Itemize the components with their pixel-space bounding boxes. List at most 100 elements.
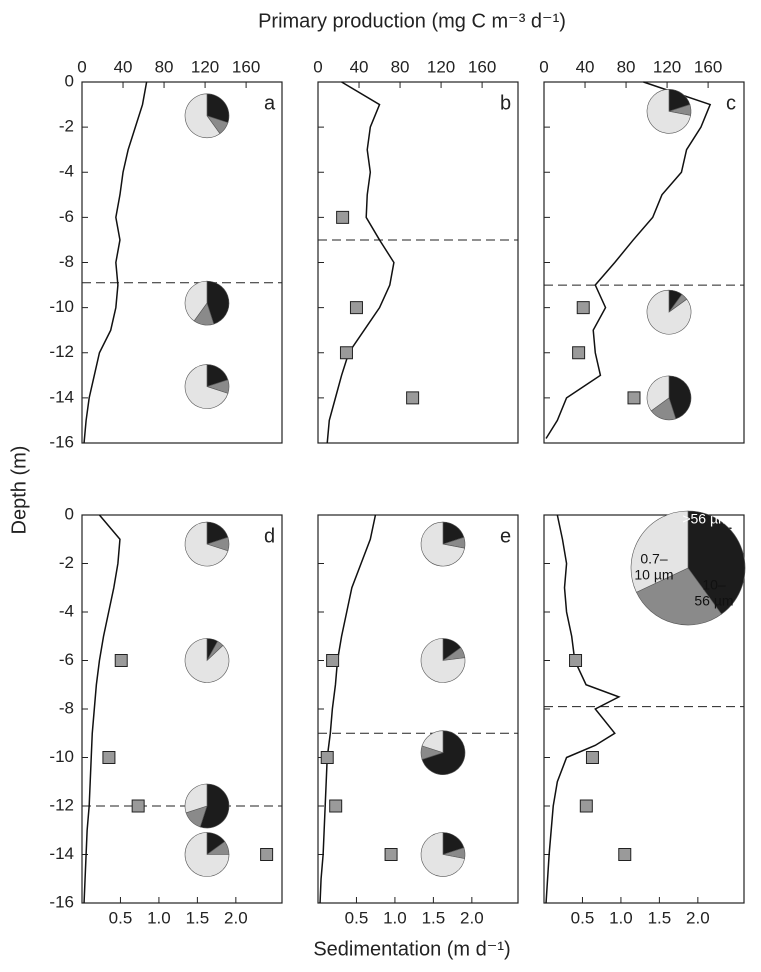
pie-slice (184, 832, 230, 877)
x2-tick-label: 1.5 (648, 908, 672, 927)
y-tick-label: 0 (65, 504, 74, 523)
panel-frame (81, 514, 283, 904)
pie-slice (630, 510, 689, 593)
y-tick-label: -6 (59, 650, 74, 669)
pie-slice (184, 783, 208, 814)
y-tick-label: -2 (59, 553, 74, 572)
y-tick-label: -14 (49, 844, 74, 863)
x2-tick-label: 1.0 (383, 908, 407, 927)
x-tick-label: 160 (468, 57, 496, 76)
sedimentation-square (114, 654, 128, 667)
y-tick-label: -4 (59, 601, 74, 620)
pie-slice (687, 510, 746, 615)
y-tick-label: -14 (49, 387, 74, 406)
production-line (83, 514, 121, 904)
legend-label: 56 µm (694, 593, 733, 609)
x-tick-label: 120 (427, 57, 455, 76)
panel-label: d (264, 525, 275, 547)
y-tick-label: -12 (49, 795, 74, 814)
bottom-axis-title: Sedimentation (m d⁻¹) (313, 938, 510, 960)
y-tick-label: 0 (65, 71, 74, 90)
sedimentation-square (384, 848, 398, 861)
x-tick-label: 0 (539, 57, 548, 76)
panel-frame (317, 81, 519, 444)
x-tick-label: 0 (313, 57, 322, 76)
panel-label: a (264, 92, 276, 114)
pie-slice (636, 567, 722, 626)
sedimentation-square (260, 848, 274, 861)
pie-slice (206, 93, 230, 124)
x2-tick-label: 2.0 (224, 908, 248, 927)
x2-tick-label: 1.0 (609, 908, 633, 927)
x-tick-label: 160 (694, 57, 722, 76)
production-line (326, 81, 395, 444)
x2-tick-label: 1.0 (147, 908, 171, 927)
x2-tick-label: 1.5 (186, 908, 210, 927)
sedimentation-square (326, 654, 340, 667)
sedimentation-square (576, 301, 590, 315)
panel-label: e (500, 525, 511, 547)
panel-frame (81, 81, 283, 444)
x-tick-label: 80 (155, 57, 174, 76)
production-line (83, 81, 148, 444)
pie-slice (420, 832, 465, 877)
pie-slice (184, 364, 229, 409)
y-tick-label: -10 (49, 747, 74, 766)
sedimentation-square (572, 346, 586, 360)
y-tick-label: -10 (49, 297, 74, 316)
sedimentation-square (406, 391, 420, 405)
production-line (545, 81, 712, 439)
x2-tick-label: 2.0 (686, 908, 710, 927)
sedimentation-square (569, 654, 583, 667)
x-tick-label: 120 (191, 57, 219, 76)
pie-slice (184, 280, 208, 322)
x-tick-label: 160 (232, 57, 260, 76)
production-line (319, 514, 377, 904)
pie-slice (646, 289, 692, 335)
sedimentation-square (618, 848, 632, 861)
sedimentation-square (329, 799, 343, 813)
panel-label: b (500, 92, 511, 114)
y-tick-label: -8 (59, 698, 74, 717)
pie-slice (646, 375, 670, 412)
pie-slice (421, 730, 444, 754)
sedimentation-square (320, 751, 334, 764)
panel-frame (543, 81, 745, 444)
legend-label: >56 µm (682, 511, 729, 527)
y-tick-label: -2 (59, 117, 74, 136)
x2-tick-label: 0.5 (345, 908, 369, 927)
x-tick-label: 40 (576, 57, 595, 76)
pie-slice (184, 93, 221, 139)
legend-label: 0.7– (640, 551, 667, 567)
sedimentation-square (336, 210, 350, 224)
sedimentation-square (131, 799, 145, 813)
pie-slice (420, 521, 465, 567)
y-tick-label: -16 (49, 892, 74, 911)
x-tick-label: 80 (391, 57, 410, 76)
pie-slice (199, 783, 230, 829)
x-tick-label: 80 (617, 57, 636, 76)
y-tick-label: -4 (59, 162, 74, 181)
sedimentation-square (349, 301, 363, 315)
sedimentation-square (627, 391, 641, 405)
x2-tick-label: 0.5 (109, 908, 133, 927)
pie-slice (420, 638, 466, 683)
y-tick-label: -16 (49, 432, 74, 451)
x2-tick-label: 2.0 (460, 908, 484, 927)
sedimentation-square (102, 751, 116, 764)
y-axis-title: Depth (m) (8, 446, 30, 535)
sedimentation-square (579, 799, 593, 813)
pie-slice (206, 280, 230, 325)
x2-tick-label: 0.5 (571, 908, 595, 927)
x-tick-label: 40 (350, 57, 369, 76)
top-axis-title: Primary production (mg C m⁻³ d⁻¹) (258, 10, 566, 32)
panel-label: c (726, 92, 736, 114)
sedimentation-square (339, 346, 353, 360)
x2-tick-label: 1.5 (422, 908, 446, 927)
y-tick-label: -6 (59, 207, 74, 226)
x-tick-label: 120 (653, 57, 681, 76)
legend-label: 10– (702, 577, 726, 593)
sedimentation-square (585, 751, 599, 764)
x-tick-label: 40 (114, 57, 133, 76)
